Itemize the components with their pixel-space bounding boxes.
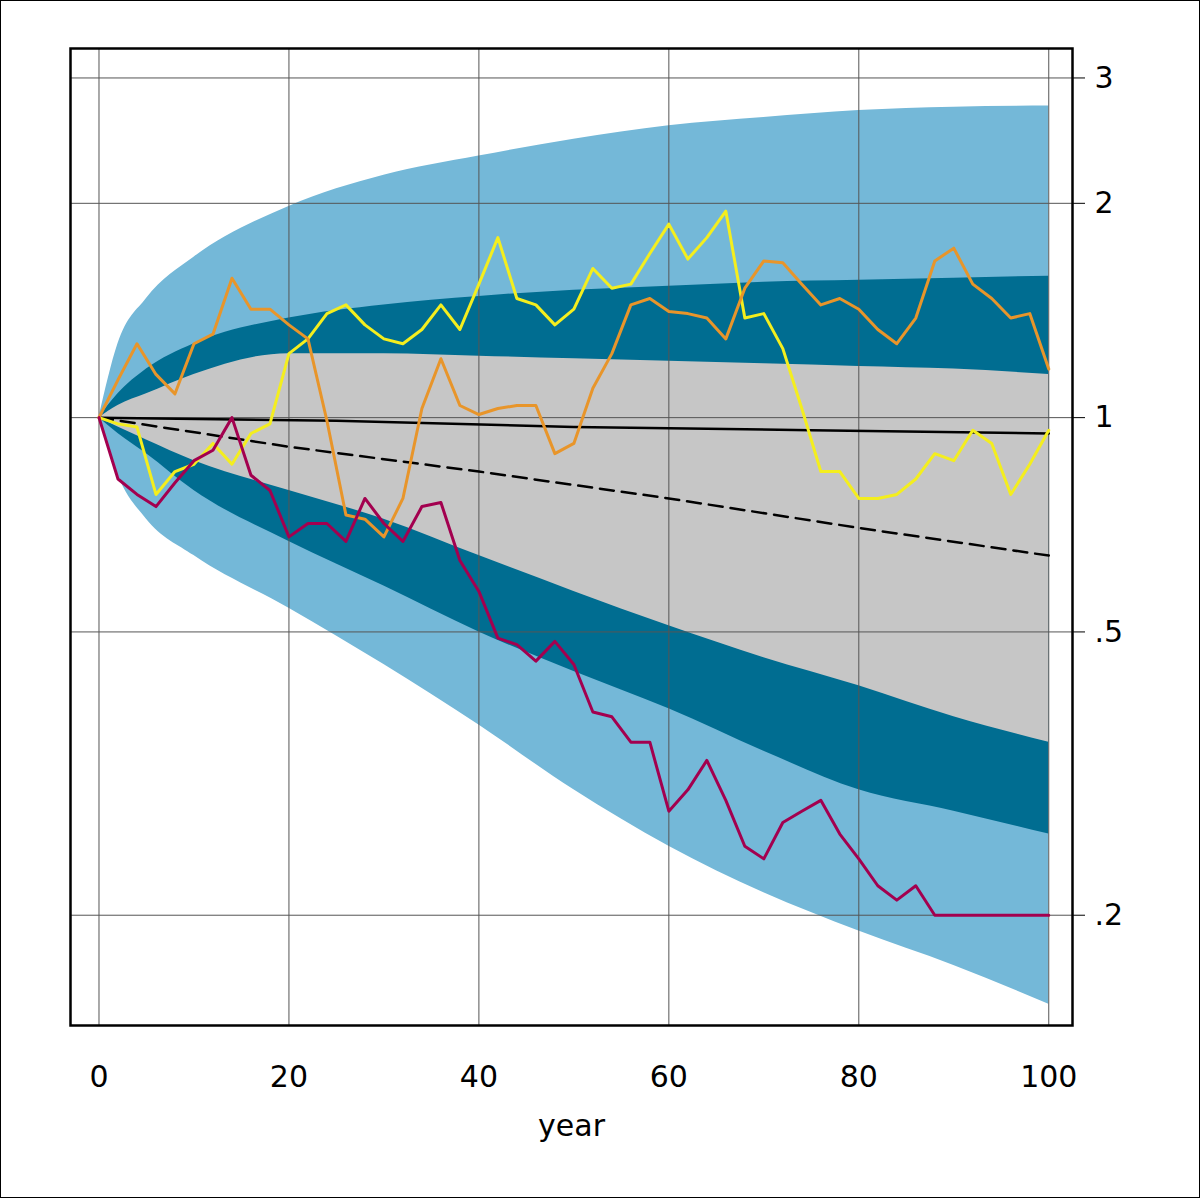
svg-text:.2: .2 xyxy=(1095,897,1124,932)
svg-text:100: 100 xyxy=(1020,1059,1077,1094)
svg-text:.5: .5 xyxy=(1095,614,1124,649)
svg-text:year: year xyxy=(538,1108,606,1143)
svg-text:2: 2 xyxy=(1095,185,1114,220)
svg-text:60: 60 xyxy=(650,1059,688,1094)
svg-text:20: 20 xyxy=(270,1059,308,1094)
svg-text:0: 0 xyxy=(89,1059,108,1094)
svg-text:1: 1 xyxy=(1095,399,1114,434)
svg-text:3: 3 xyxy=(1095,60,1114,95)
svg-text:80: 80 xyxy=(840,1059,878,1094)
svg-text:40: 40 xyxy=(460,1059,498,1094)
